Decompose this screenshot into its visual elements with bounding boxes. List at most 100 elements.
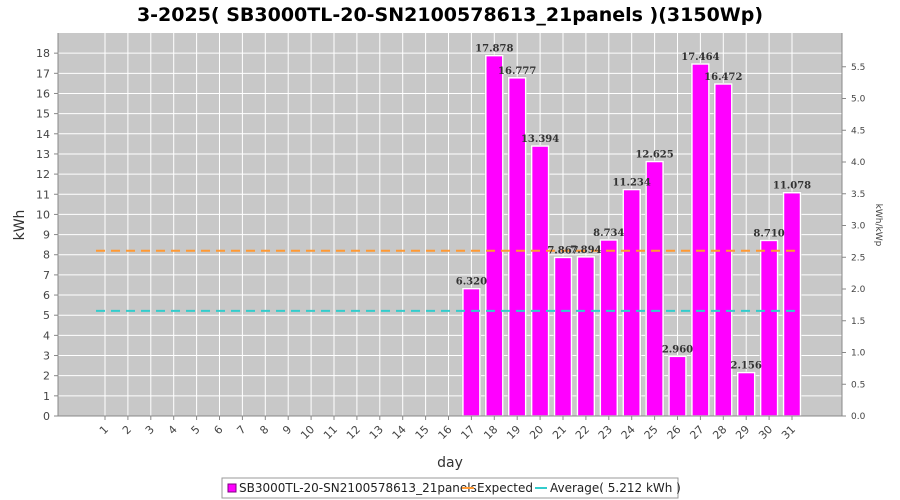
y2-tick-label: 5.0: [851, 95, 866, 105]
data-label: 12.625: [635, 150, 673, 161]
y-tick-label: 0: [43, 410, 50, 423]
bar: [576, 256, 596, 417]
x-tick-label: 21: [550, 423, 569, 442]
x-tick-label: 26: [665, 423, 684, 442]
bar: [553, 256, 573, 417]
x-tick-label: 31: [779, 423, 798, 442]
x-tick-label: 16: [436, 423, 455, 442]
y2-tick-label: 5.5: [851, 63, 865, 73]
data-label: 8.710: [753, 228, 784, 239]
y2-tick-label: 4.0: [851, 158, 866, 168]
y-tick-label: 2: [43, 370, 50, 383]
y2-axis: 0.0 0.5 1.0 1.5 2.0 2.5 3.0 3.5 4.0 4.5 5.0 5.5: [841, 33, 866, 422]
x-tick-label: 29: [733, 423, 752, 442]
legend-frame: [221, 477, 679, 499]
bar: [668, 355, 687, 417]
y-tick-label: 9: [43, 229, 50, 242]
data-label: 16.777: [498, 66, 536, 77]
x-tick-label: 4: [166, 423, 180, 437]
x-tick-label: 19: [504, 423, 523, 442]
data-label: 11.234: [613, 178, 651, 189]
x-tick-label: 3: [143, 423, 157, 437]
legend-label-series: SB3000TL-20-SN2100578613_21panels: [239, 481, 477, 495]
x-tick-label: 18: [481, 423, 500, 442]
data-label: 13.394: [521, 134, 559, 145]
y2-tick-label: 0.5: [851, 380, 865, 390]
y-tick-label: 5: [43, 309, 50, 322]
x-tick-label: 11: [321, 423, 340, 442]
x-axis: 1 2 3 4 5 6 7 8 9 10 11 12 13 14 15 16 17 18 19 20 21 22 23 24 2…: [58, 415, 842, 442]
bar: [645, 160, 664, 417]
y-axis-title: kWh: [12, 210, 28, 241]
chart-title: 3-2025( SB3000TL-20-SN2100578613_21panel…: [137, 4, 763, 26]
x-tick-label: 17: [458, 423, 477, 442]
y-tick-label: 3: [43, 350, 50, 363]
bar: [530, 145, 550, 417]
x-tick-label: 8: [257, 423, 271, 437]
y-tick-label: 6: [43, 289, 50, 302]
bar: [462, 287, 481, 417]
reference-lines: [96, 249, 801, 312]
y2-tick-label: 4.5: [851, 126, 865, 136]
y2-tick-label: 2.5: [851, 253, 865, 263]
bar: [599, 239, 619, 417]
x-tick-label: 14: [390, 423, 409, 442]
bar: [691, 63, 710, 417]
data-label: 8.734: [593, 228, 624, 239]
y2-tick-label: 1.5: [851, 317, 865, 327]
data-label: 7.867: [547, 245, 578, 256]
legend-label-average: Average( 5.212 kWh ): [550, 481, 681, 495]
x-tick-label: 10: [298, 423, 317, 442]
bars: [461, 54, 802, 417]
data-label: 11.078: [773, 181, 811, 192]
legend-label-expected: Expected: [477, 481, 533, 495]
y-tick-label: 1: [43, 390, 50, 403]
y-tick-label: 13: [36, 148, 50, 161]
x-tick-label: 9: [280, 423, 294, 437]
bar: [759, 239, 779, 417]
x-tick-label: 27: [687, 423, 706, 442]
y-tick-label: 12: [36, 168, 50, 181]
plot-area: [58, 33, 842, 416]
bar: [782, 191, 802, 417]
data-label: 7.894: [570, 245, 601, 256]
data-label: 6.320: [456, 277, 487, 288]
x-tick-label: 1: [97, 423, 111, 437]
y-tick-label: 14: [36, 128, 50, 141]
x-tick-label: 25: [642, 423, 661, 442]
x-tick-label: 13: [367, 423, 386, 442]
y-tick-label: 15: [36, 108, 50, 121]
x-tick-label: 6: [211, 423, 225, 437]
x-tick-label: 2: [120, 423, 134, 437]
x-tick-label: 15: [413, 423, 432, 442]
y2-tick-label: 2.0: [851, 285, 866, 295]
y2-tick-label: 1.0: [851, 349, 866, 359]
bar: [507, 77, 527, 417]
x-tick-label: 7: [234, 423, 248, 437]
y-tick-label: 18: [36, 47, 50, 60]
data-label: 16.472: [704, 72, 742, 83]
x-tick-label: 22: [573, 423, 592, 442]
bar: [485, 54, 504, 417]
x-axis-title: day: [437, 455, 463, 471]
x-tick-label: 12: [344, 423, 363, 442]
bar: [622, 188, 641, 417]
y-tick-label: 10: [36, 208, 50, 221]
legend-swatch-series: [227, 483, 237, 493]
x-tick-label: 24: [619, 423, 638, 442]
y2-tick-label: 3.5: [851, 190, 865, 200]
x-tick-label: 28: [710, 423, 729, 442]
x-tick-label: 30: [756, 423, 775, 442]
x-tick-label: 20: [527, 423, 546, 442]
y-tick-label: 4: [43, 329, 50, 342]
data-label: 2.960: [662, 344, 693, 355]
x-tick-label: 5: [189, 423, 203, 437]
y-tick-label: 7: [43, 269, 50, 282]
y2-tick-label: 0.0: [851, 412, 866, 422]
y2-axis-title: kWh/kWp: [873, 204, 883, 247]
y-tick-label: 11: [36, 188, 50, 201]
data-label: 2.156: [731, 361, 762, 372]
